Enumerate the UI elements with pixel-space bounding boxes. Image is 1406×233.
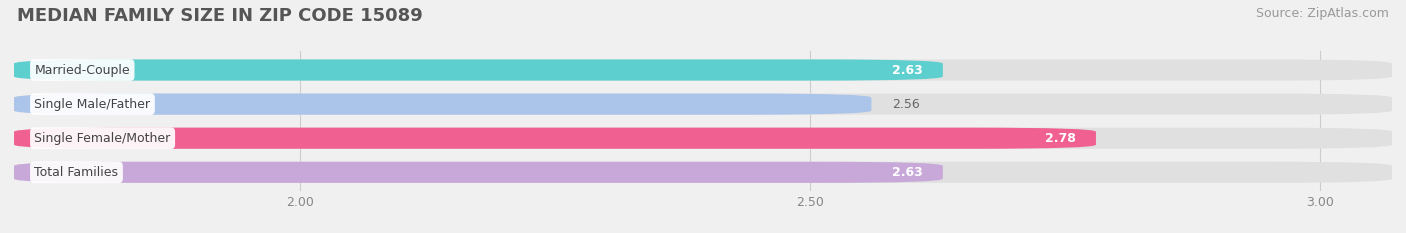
Text: 2.78: 2.78 [1045,132,1076,145]
Text: 2.63: 2.63 [891,166,922,179]
FancyBboxPatch shape [14,59,1392,81]
Text: 2.63: 2.63 [891,64,922,76]
FancyBboxPatch shape [14,59,943,81]
Text: Single Male/Father: Single Male/Father [35,98,150,111]
FancyBboxPatch shape [14,162,943,183]
FancyBboxPatch shape [14,128,1392,149]
Text: Married-Couple: Married-Couple [35,64,131,76]
Text: Single Female/Mother: Single Female/Mother [35,132,170,145]
Text: MEDIAN FAMILY SIZE IN ZIP CODE 15089: MEDIAN FAMILY SIZE IN ZIP CODE 15089 [17,7,423,25]
FancyBboxPatch shape [14,128,1095,149]
FancyBboxPatch shape [14,93,872,115]
FancyBboxPatch shape [14,162,1392,183]
Text: Source: ZipAtlas.com: Source: ZipAtlas.com [1256,7,1389,20]
Text: 2.56: 2.56 [891,98,920,111]
FancyBboxPatch shape [14,93,1392,115]
Text: Total Families: Total Families [35,166,118,179]
